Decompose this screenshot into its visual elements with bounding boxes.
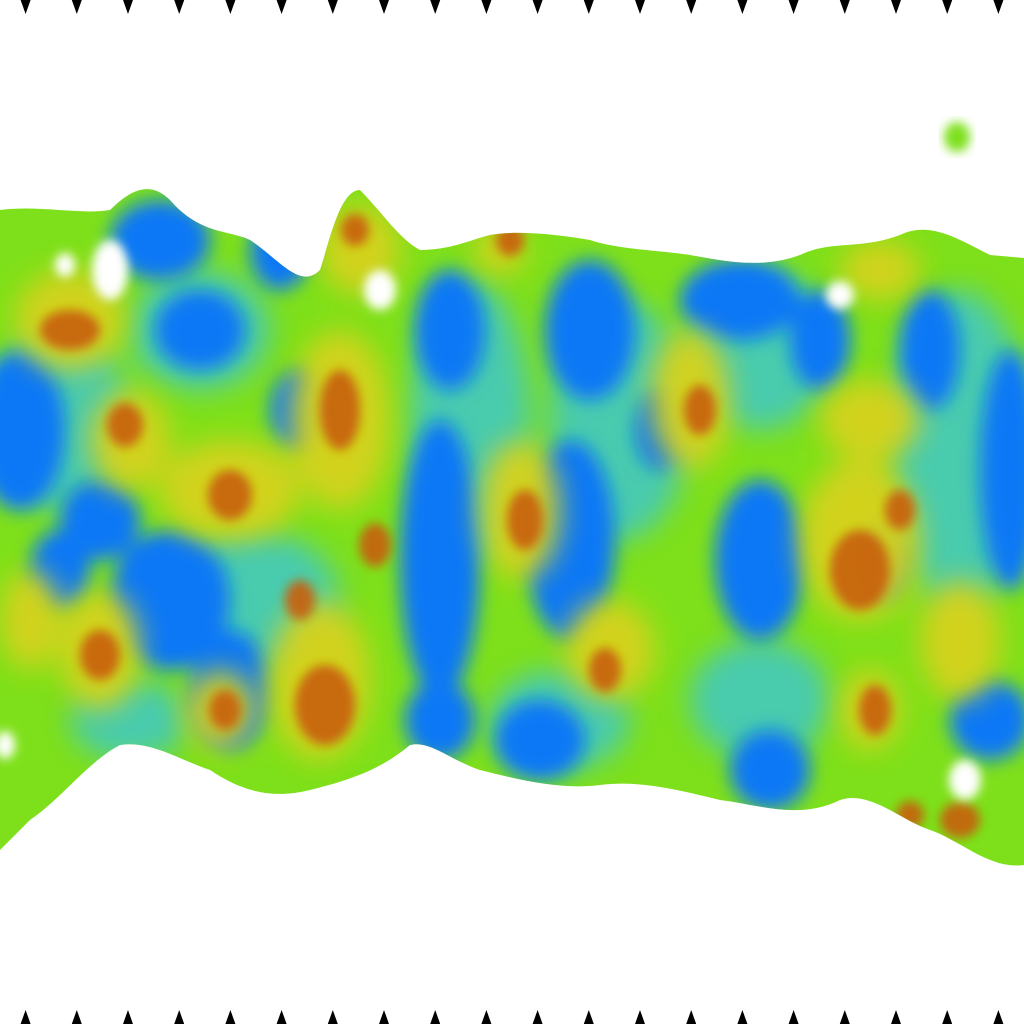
- bottom-tick-marker: [737, 1010, 748, 1024]
- bottom-tick-marker: [532, 1010, 543, 1024]
- bottom-tick-marker: [942, 1010, 953, 1024]
- bottom-tick-marker: [635, 1010, 645, 1024]
- top-tick-marker: [276, 0, 287, 14]
- top-tick-marker: [174, 0, 185, 14]
- top-tick-marker: [327, 0, 338, 14]
- top-tick-marker: [635, 0, 645, 14]
- top-tick-marker: [839, 0, 850, 14]
- bottom-tick-marker: [788, 1010, 799, 1024]
- top-tick-marker: [788, 0, 799, 14]
- top-tick-marker: [379, 0, 389, 14]
- top-tick-marker: [942, 0, 953, 14]
- bottom-tick-markers: [20, 1010, 1004, 1024]
- bottom-tick-marker: [993, 1010, 1004, 1024]
- top-tick-marker: [737, 0, 748, 14]
- bottom-tick-marker: [686, 1010, 697, 1024]
- top-tick-marker: [993, 0, 1004, 14]
- bottom-tick-marker: [20, 1010, 31, 1024]
- top-tick-marker: [71, 0, 82, 14]
- bottom-tick-marker: [839, 1010, 850, 1024]
- bottom-tick-marker: [430, 1010, 441, 1024]
- bottom-tick-marker: [276, 1010, 287, 1024]
- top-tick-marker: [123, 0, 133, 14]
- top-tick-markers: [20, 0, 1004, 14]
- top-tick-marker: [481, 0, 492, 14]
- top-tick-marker: [20, 0, 31, 14]
- bottom-tick-marker: [583, 1010, 594, 1024]
- bottom-tick-marker: [327, 1010, 338, 1024]
- heatmap-band: [0, 189, 1024, 866]
- bottom-tick-marker: [379, 1010, 389, 1024]
- top-tick-marker: [532, 0, 543, 14]
- isolated-blob: [944, 122, 970, 152]
- top-tick-marker: [225, 0, 236, 14]
- top-tick-marker: [686, 0, 697, 14]
- top-tick-marker: [891, 0, 901, 14]
- top-tick-marker: [583, 0, 594, 14]
- bottom-tick-marker: [123, 1010, 133, 1024]
- bottom-tick-marker: [174, 1010, 185, 1024]
- bottom-tick-marker: [891, 1010, 901, 1024]
- top-tick-marker: [430, 0, 441, 14]
- bottom-tick-marker: [71, 1010, 82, 1024]
- bottom-tick-marker: [481, 1010, 492, 1024]
- bottom-tick-marker: [225, 1010, 236, 1024]
